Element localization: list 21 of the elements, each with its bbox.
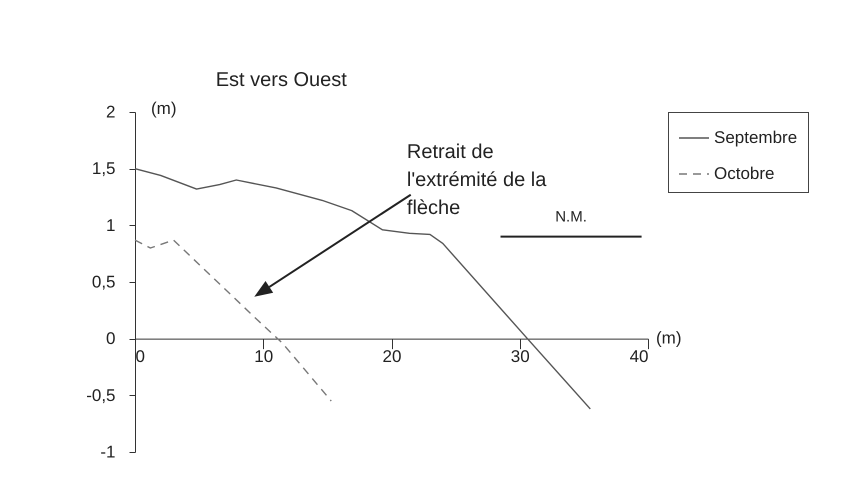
- y-axis-title: (m): [151, 99, 176, 118]
- line-series: [134, 239, 332, 402]
- annotation: N.M.: [555, 208, 587, 226]
- x-tick-label: 40: [630, 347, 648, 366]
- y-tick-label: 1: [106, 216, 116, 235]
- x-tick-label: 20: [382, 347, 402, 366]
- x-tick-label: 10: [254, 347, 274, 366]
- y-tick-label: 1,5: [92, 159, 116, 178]
- legend-label: Septembre: [714, 128, 798, 147]
- x-tick-label: 30: [510, 347, 530, 366]
- y-tick-label: 2: [106, 102, 116, 122]
- y-tick-label: -0,5: [86, 386, 116, 405]
- annotation: Retrait de l'extrémité de la flèche: [406, 141, 548, 219]
- y-tick-label: 0: [106, 329, 116, 348]
- line-series: [134, 168, 591, 410]
- chart-title: Est vers Ouest: [216, 69, 348, 91]
- y-tick-label: 0,5: [92, 272, 116, 292]
- y-tick-label: -1: [100, 442, 116, 462]
- x-axis-title: (m): [656, 328, 682, 348]
- x-tick-label: 0: [136, 347, 145, 366]
- legend-label: Octobre: [714, 164, 774, 183]
